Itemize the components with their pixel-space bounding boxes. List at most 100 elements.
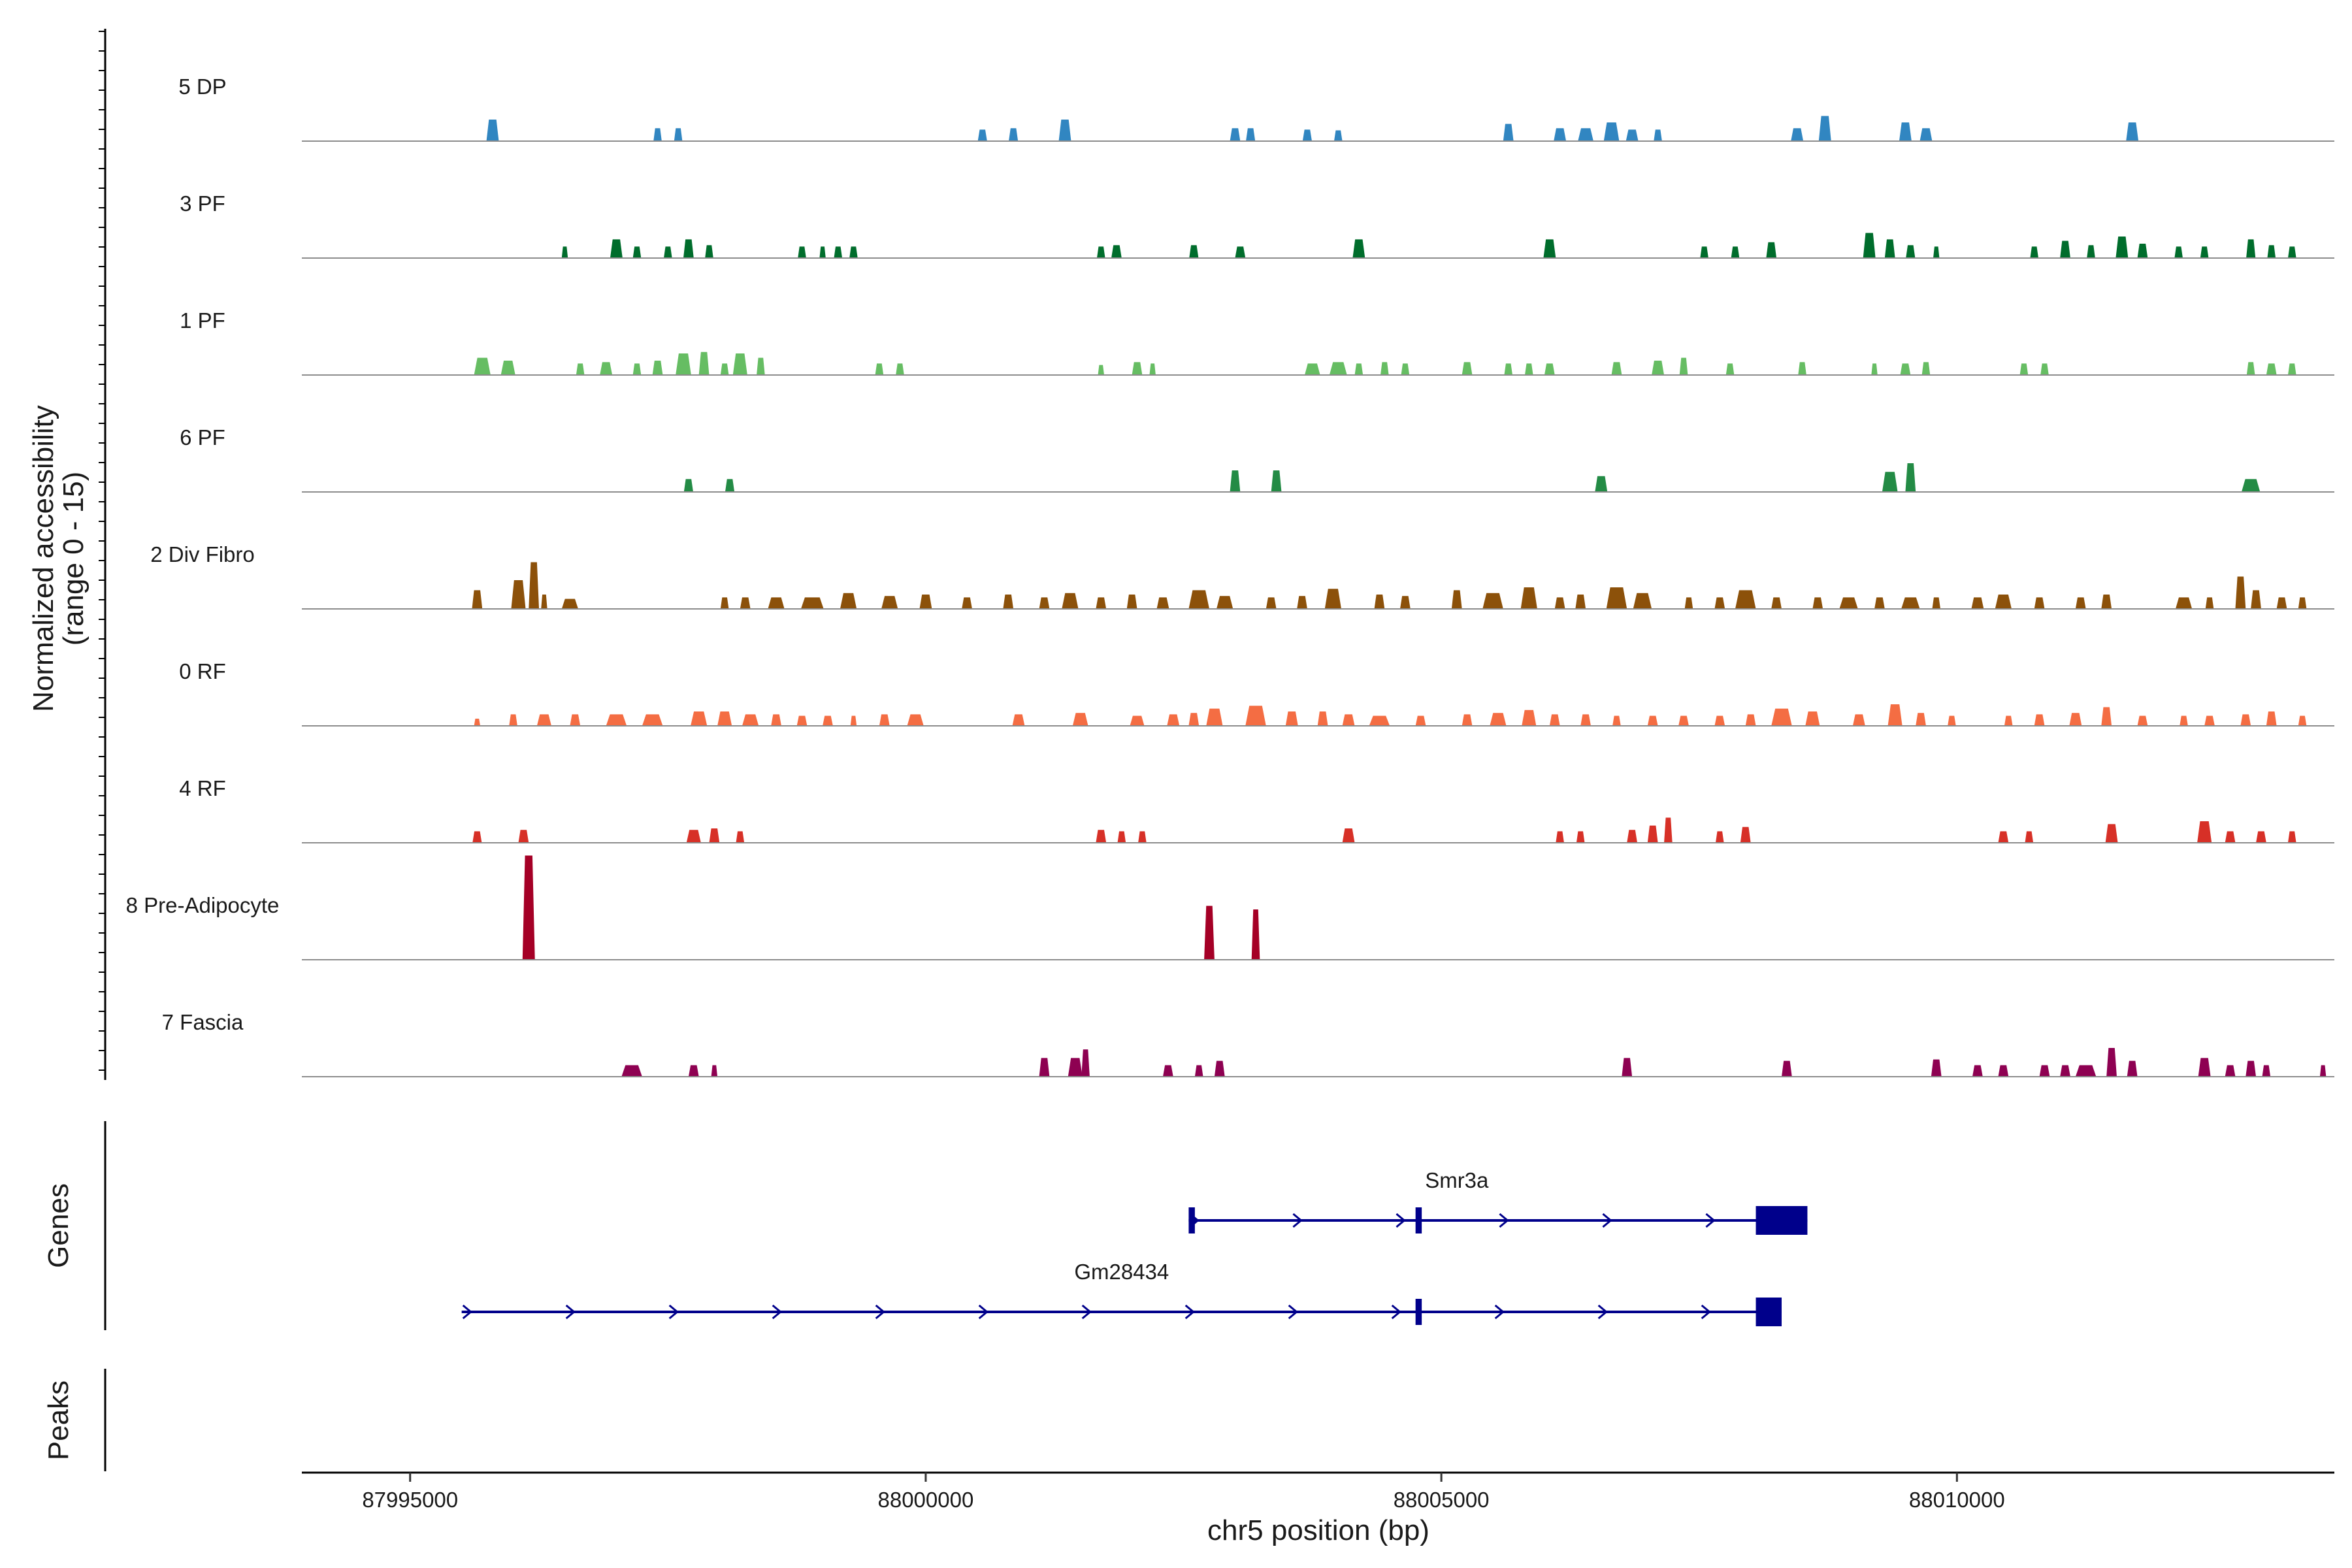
coverage-peak: [1684, 597, 1693, 609]
coverage-peak: [1354, 363, 1364, 375]
coverage-peak: [1905, 463, 1916, 492]
coverage-peak: [1401, 363, 1410, 375]
coverage-peak: [1576, 831, 1585, 843]
coverage-y-title-line1: Normalized accessibility: [27, 405, 59, 711]
coverage-peak: [1818, 116, 1831, 141]
coverage-peak: [1916, 713, 1926, 726]
gene-models: Smr3a Gm28434: [461, 1168, 1808, 1326]
coverage-peak: [1230, 128, 1241, 141]
coverage-peak: [1714, 597, 1725, 609]
coverage-peak: [1503, 123, 1514, 141]
coverage-peak: [1271, 470, 1282, 492]
coverage-peak: [2246, 362, 2255, 375]
coverage-peak: [1302, 129, 1313, 141]
coverage-peak: [2266, 363, 2277, 375]
coverage-peak: [1899, 122, 1912, 141]
coverage-peak: [474, 719, 481, 726]
strand-arrow: [978, 1304, 988, 1320]
coverage-peak: [1612, 715, 1621, 726]
coverage-peak: [849, 246, 858, 258]
coverage-peak: [2287, 831, 2296, 843]
coverage-peak: [709, 828, 720, 843]
coverage-peak: [1781, 1060, 1792, 1077]
coverage-peak: [1798, 362, 1806, 375]
coverage-peak: [1194, 1065, 1203, 1077]
coverage-peak: [1647, 825, 1658, 843]
coverage-peak: [1921, 362, 1931, 375]
coverage-peak: [1039, 1058, 1050, 1077]
coverage-peak: [1230, 470, 1241, 492]
coverage-peak: [2019, 363, 2029, 375]
coverage-peak: [1633, 593, 1652, 609]
coverage-peak: [606, 714, 627, 726]
coverage-peak: [1374, 595, 1385, 609]
coverage-peak: [561, 246, 568, 258]
coverage-peak: [1901, 597, 1920, 609]
track-label: 0 RF: [179, 659, 226, 683]
strand-arrow: [1705, 1213, 1716, 1228]
coverage-peak: [2004, 715, 2013, 726]
coverage-peak: [1329, 362, 1347, 375]
coverage-peak: [1504, 363, 1513, 375]
coverage-peak: [2025, 831, 2034, 843]
track-2-div-fibro: 2 Div Fibro: [150, 542, 2334, 610]
coverage-peak: [800, 597, 824, 609]
coverage-peak: [768, 597, 785, 609]
coverage-peak: [1805, 711, 1820, 726]
strand-arrow: [668, 1304, 679, 1320]
coverage-peak: [1622, 1058, 1633, 1077]
coverage-peak: [796, 715, 808, 726]
coverage-peak: [522, 855, 535, 960]
coverage-peak: [1520, 587, 1537, 609]
coverage-peak: [2246, 1060, 2257, 1077]
coverage-peak: [736, 831, 745, 843]
coverage-peak: [2069, 713, 2082, 726]
coverage-peak: [711, 1065, 718, 1077]
strand-arrow: [1391, 1304, 1401, 1320]
coverage-peak: [2266, 711, 2277, 726]
coverage-peak: [1652, 361, 1665, 375]
coverage-peak: [732, 353, 747, 375]
coverage-peak: [474, 357, 491, 375]
coverage-peak: [1933, 246, 1940, 258]
coverage-y-ticks: [99, 31, 105, 1071]
coverage-peak: [536, 714, 551, 726]
coverage-peak: [919, 595, 932, 609]
coverage-peak: [1544, 363, 1555, 375]
coverage-peak: [2319, 1065, 2327, 1077]
coverage-peak: [1575, 595, 1586, 609]
coverage-peak: [2101, 707, 2112, 726]
coverage-peak: [1900, 363, 1911, 375]
coverage-peak: [1731, 246, 1740, 258]
coverage-peak: [2200, 246, 2209, 258]
coverage-peak: [2115, 237, 2129, 258]
coverage-peak: [1415, 715, 1426, 726]
coverage-peak: [600, 362, 613, 375]
coverage-peak: [1096, 830, 1107, 843]
coverage-peak: [1932, 597, 1941, 609]
coverage-peak: [840, 593, 857, 609]
coverage-peak: [717, 711, 732, 726]
track-label: 3 PF: [180, 191, 225, 216]
coverage-peak: [1132, 362, 1143, 375]
coverage-peak: [2034, 714, 2045, 726]
coverage-peak: [1130, 715, 1145, 726]
coverage-peak: [2040, 363, 2049, 375]
coverage-peak: [1096, 246, 1105, 258]
coverage-peak: [1771, 708, 1792, 726]
coverage-peak: [1188, 590, 1209, 609]
track-label: 5 DP: [178, 74, 226, 99]
coverage-peak: [1745, 714, 1756, 726]
coverage-peak: [771, 714, 781, 726]
coverage-peak: [1003, 595, 1014, 609]
gene-exon: [1415, 1207, 1422, 1233]
coverage-peak: [1096, 597, 1107, 609]
coverage-peak: [1462, 714, 1473, 726]
coverage-peak: [2256, 831, 2266, 843]
coverage-peak: [576, 363, 585, 375]
coverage-peak: [1235, 246, 1246, 258]
coverage-peak: [1554, 597, 1565, 609]
coverage-peak: [1549, 714, 1560, 726]
coverage-peak: [511, 580, 526, 609]
